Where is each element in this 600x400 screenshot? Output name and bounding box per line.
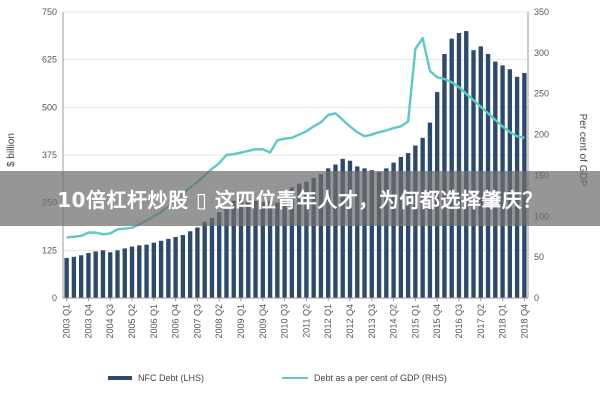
legend: NFC Debt (LHS) Debt as a per cent of GDP… bbox=[108, 373, 447, 383]
bar bbox=[267, 200, 273, 298]
x-tick-label: 2008 Q2 bbox=[214, 304, 224, 339]
y-right-tick-label: 250 bbox=[534, 89, 549, 99]
y-left-tick-label: 500 bbox=[42, 102, 57, 112]
bar bbox=[246, 199, 251, 298]
bar bbox=[304, 181, 309, 298]
bar bbox=[296, 183, 302, 298]
x-tick-label: 2012 Q1 bbox=[323, 304, 333, 339]
nfc-debt-bars bbox=[64, 31, 527, 299]
y-left-tick-label: 625 bbox=[42, 55, 57, 65]
bar bbox=[340, 158, 345, 298]
bar bbox=[275, 202, 280, 298]
bar bbox=[122, 248, 127, 298]
bar bbox=[456, 32, 462, 298]
bar bbox=[231, 200, 236, 298]
y-left-tick-label: 750 bbox=[42, 7, 57, 17]
bar bbox=[144, 244, 149, 298]
y-axis-right-title: Per cent of GDP bbox=[577, 114, 588, 187]
x-tick-label: 2009 Q4 bbox=[258, 304, 268, 339]
x-tick-label: 2005 Q2 bbox=[127, 304, 137, 339]
bar bbox=[326, 168, 331, 298]
bar bbox=[391, 162, 396, 298]
bar bbox=[195, 227, 200, 298]
x-tick-label: 2006 Q1 bbox=[149, 304, 159, 339]
bar bbox=[369, 170, 374, 298]
y-right-tick-label: 50 bbox=[534, 252, 544, 262]
legend-line-label: Debt as a per cent of GDP (RHS) bbox=[314, 373, 447, 383]
x-tick-label: 2003 Q1 bbox=[62, 304, 72, 339]
bar bbox=[282, 196, 287, 298]
x-tick-label: 2015 Q4 bbox=[432, 304, 442, 339]
bar bbox=[217, 212, 222, 298]
y-left-tick-label: 125 bbox=[42, 245, 57, 255]
bar bbox=[158, 240, 164, 298]
x-tick-label: 2003 Q4 bbox=[83, 304, 93, 339]
x-tick-label: 2009 Q1 bbox=[236, 304, 246, 339]
overlay-banner: 10倍杠杆炒股 ▯ 这四位青年人才，为何都选择肇庆？ bbox=[0, 171, 600, 226]
y-right-tick-label: 0 bbox=[534, 293, 539, 303]
legend-bar-label: NFC Debt (LHS) bbox=[138, 373, 204, 383]
bar bbox=[71, 256, 77, 298]
bar bbox=[100, 250, 106, 298]
bar bbox=[384, 168, 389, 298]
bar bbox=[166, 238, 171, 298]
x-tick-label: 2007 Q3 bbox=[192, 304, 202, 339]
bar bbox=[355, 166, 360, 298]
y-axis-left-title: $ billion bbox=[6, 133, 17, 167]
bar bbox=[311, 177, 316, 298]
bar bbox=[289, 187, 295, 298]
x-tick-label: 2011 Q2 bbox=[301, 304, 311, 338]
x-tick-label: 2010 Q3 bbox=[280, 304, 290, 339]
bar bbox=[93, 251, 98, 298]
bar bbox=[129, 246, 135, 298]
bar bbox=[347, 160, 353, 298]
x-tick-label: 2018 Q4 bbox=[519, 304, 529, 339]
bar bbox=[86, 253, 91, 298]
bar bbox=[151, 242, 156, 298]
bar bbox=[180, 235, 186, 298]
x-tick-label: 2018 Q1 bbox=[498, 304, 508, 339]
x-tick-label: 2013 Q3 bbox=[367, 304, 377, 339]
bar bbox=[253, 200, 258, 298]
x-tick-label: 2006 Q4 bbox=[171, 304, 181, 339]
bar bbox=[362, 168, 367, 298]
x-tick-label: 2012 Q4 bbox=[345, 304, 355, 339]
y-right-tick-label: 300 bbox=[534, 48, 549, 58]
y-left-tick-label: 375 bbox=[42, 150, 57, 160]
bar bbox=[108, 252, 113, 298]
bar bbox=[209, 217, 215, 298]
y-right-tick-label: 200 bbox=[534, 130, 549, 140]
bar bbox=[187, 231, 193, 298]
bar bbox=[449, 38, 454, 298]
y-right-tick-label: 350 bbox=[534, 7, 549, 17]
bar bbox=[333, 164, 338, 298]
x-tick-label: 2004 Q3 bbox=[105, 304, 115, 339]
bar bbox=[78, 255, 84, 298]
bar bbox=[224, 206, 229, 298]
bar bbox=[464, 31, 469, 298]
bar bbox=[115, 250, 120, 298]
bar bbox=[64, 257, 69, 298]
x-tick-label: 2014 Q2 bbox=[389, 304, 399, 339]
bar bbox=[137, 245, 142, 298]
bar bbox=[202, 221, 207, 298]
bar bbox=[376, 172, 382, 298]
y-left-tick-label: 0 bbox=[52, 293, 57, 303]
bar bbox=[173, 236, 178, 298]
bar bbox=[398, 156, 404, 298]
x-tick-label: 2015 Q1 bbox=[410, 304, 420, 339]
x-tick-label: 2017 Q2 bbox=[476, 304, 486, 339]
bar bbox=[318, 174, 324, 298]
bar bbox=[238, 198, 244, 298]
overlay-headline: 10倍杠杆炒股 ▯ 这四位青年人才，为何都选择肇庆？ bbox=[57, 188, 543, 212]
bar bbox=[260, 201, 265, 298]
x-tick-label: 2016 Q3 bbox=[454, 304, 464, 339]
